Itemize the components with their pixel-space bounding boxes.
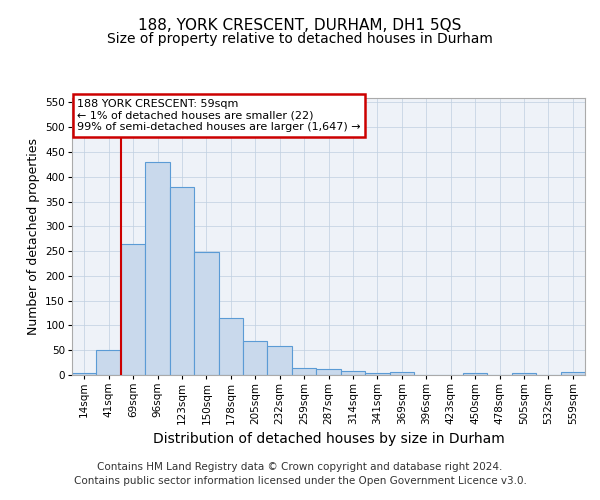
Bar: [121, 244, 145, 375]
Bar: [463, 372, 487, 375]
Bar: [218, 318, 243, 375]
Bar: [560, 372, 585, 375]
Bar: [97, 350, 121, 375]
Text: Size of property relative to detached houses in Durham: Size of property relative to detached ho…: [107, 32, 493, 46]
Text: 188, YORK CRESCENT, DURHAM, DH1 5QS: 188, YORK CRESCENT, DURHAM, DH1 5QS: [139, 18, 461, 32]
Bar: [268, 346, 292, 375]
Bar: [145, 162, 170, 375]
Bar: [341, 371, 365, 375]
Bar: [389, 372, 414, 375]
Bar: [512, 372, 536, 375]
Bar: [365, 372, 389, 375]
Bar: [243, 342, 268, 375]
Bar: [170, 186, 194, 375]
Bar: [194, 252, 218, 375]
Text: Contains HM Land Registry data © Crown copyright and database right 2024.: Contains HM Land Registry data © Crown c…: [97, 462, 503, 472]
Y-axis label: Number of detached properties: Number of detached properties: [27, 138, 40, 335]
Text: 188 YORK CRESCENT: 59sqm
← 1% of detached houses are smaller (22)
99% of semi-de: 188 YORK CRESCENT: 59sqm ← 1% of detache…: [77, 99, 361, 132]
Bar: [292, 368, 316, 375]
Bar: [72, 372, 97, 375]
Bar: [316, 368, 341, 375]
X-axis label: Distribution of detached houses by size in Durham: Distribution of detached houses by size …: [152, 432, 505, 446]
Text: Contains public sector information licensed under the Open Government Licence v3: Contains public sector information licen…: [74, 476, 526, 486]
